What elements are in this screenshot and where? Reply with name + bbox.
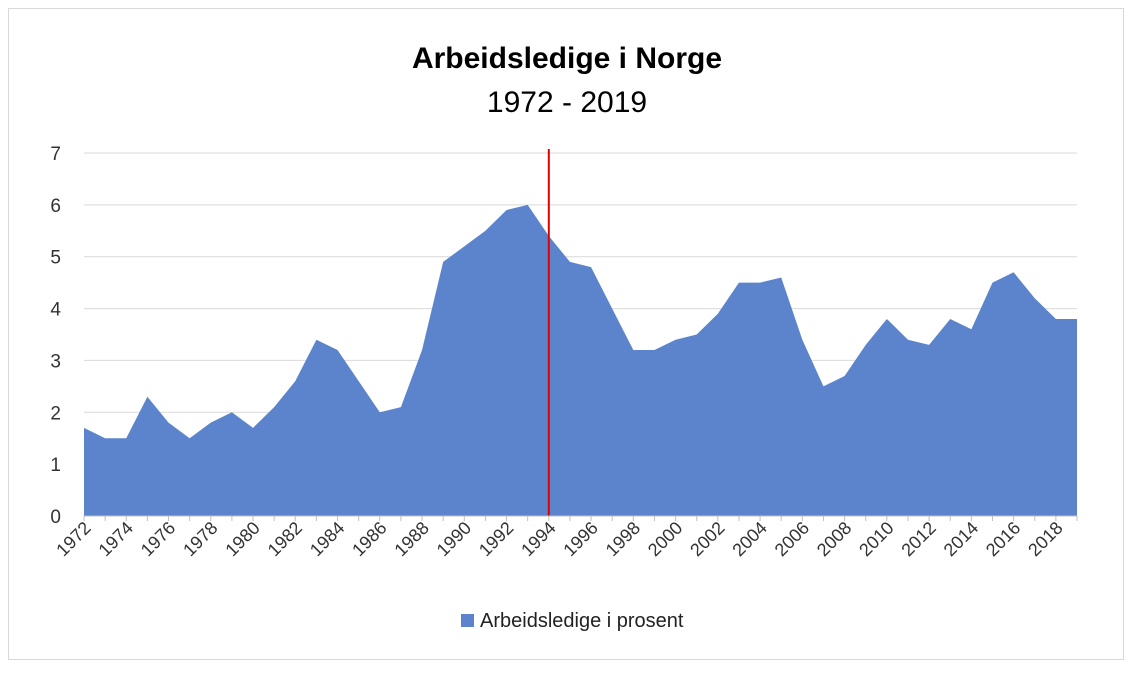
x-tick-label: 1990: [433, 518, 475, 560]
y-tick-label: 4: [50, 300, 61, 321]
y-tick-label: 1: [50, 455, 61, 476]
x-axis-ticks: 1972 1974 1976 1978 1980 1982 1984 1986 1988 1990…: [52, 518, 1066, 560]
y-axis-ticks: 0 1 2 3 4 5 6 7: [50, 144, 61, 528]
y-tick-label: 3: [50, 351, 61, 372]
x-axis: [83, 515, 1078, 521]
x-tick-label: 2014: [940, 518, 982, 560]
x-tick-label: 1980: [221, 518, 263, 560]
legend-label: Arbeidsledige i prosent: [480, 610, 684, 632]
x-tick-label: 1982: [264, 518, 306, 560]
x-tick-label: 2000: [644, 518, 686, 560]
x-tick-label: 2002: [686, 518, 728, 560]
x-tick-label: 2004: [728, 518, 770, 560]
series-area-layer: [84, 204, 1077, 517]
chart-subtitle: 1972 - 2019: [487, 86, 647, 119]
x-tick-label: 2010: [855, 518, 897, 560]
x-tick-label: 1984: [306, 518, 348, 560]
y-tick-label: 7: [50, 144, 61, 165]
y-tick-label: 2: [50, 403, 61, 424]
x-tick-label: 1976: [137, 518, 179, 560]
x-tick-label: 1986: [348, 518, 390, 560]
y-tick-label: 0: [50, 507, 61, 528]
unemployment-area-chart: Arbeidsledige i Norge 1972 - 2019 0 1 2 3 4 5…: [50, 42, 1078, 632]
x-tick-label: 1974: [95, 518, 137, 560]
x-tick-label: 2008: [813, 518, 855, 560]
legend-swatch: [461, 614, 474, 627]
x-tick-label: 2012: [897, 518, 939, 560]
x-tick-label: 2006: [771, 518, 813, 560]
x-tick-label: 1992: [475, 518, 517, 560]
x-tick-label: 1988: [390, 518, 432, 560]
x-tick-label: 1998: [602, 518, 644, 560]
legend: Arbeidsledige i prosent: [461, 610, 684, 632]
chart-frame: Arbeidsledige i Norge 1972 - 2019 0 1 2 3 4 5…: [8, 8, 1124, 660]
x-tick-label: 1996: [559, 518, 601, 560]
x-tick-label: 1994: [517, 518, 559, 560]
y-tick-label: 5: [50, 248, 61, 269]
y-tick-label: 6: [50, 196, 61, 217]
x-tick-label: 2018: [1024, 518, 1066, 560]
x-tick-label: 2016: [982, 518, 1024, 560]
x-tick-label: 1978: [179, 518, 221, 560]
chart-title: Arbeidsledige i Norge: [412, 42, 722, 75]
series-area: [84, 204, 1077, 517]
